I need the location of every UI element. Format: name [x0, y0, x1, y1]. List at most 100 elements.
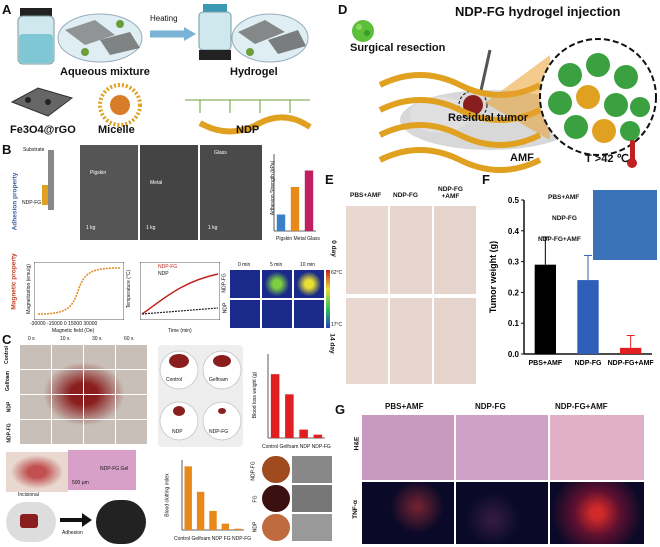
blood-xlabels: Control Gelfoam NDP NDP-FG — [262, 444, 331, 450]
bar — [577, 280, 599, 354]
scale-500: 500 μm — [72, 480, 89, 486]
hne-ndpfgamf — [550, 415, 644, 480]
thermal-ndp-0 — [230, 300, 260, 328]
thermal-row-ndp: NDP — [222, 302, 229, 314]
row-ndpfg: NDP-FG — [6, 423, 13, 443]
y-tick-label: 0.5 — [508, 196, 520, 205]
incisional-photo — [6, 452, 68, 492]
hemostasis-circles — [159, 350, 242, 441]
adhesion-property-label: Adhesion property — [11, 172, 19, 231]
bar — [290, 187, 300, 231]
substrate-label: Substrate — [23, 147, 45, 153]
e-col-ndpfg-amf: NDP-FG +AMF — [438, 186, 463, 200]
adhesion-xlabels: Pigskin Metal Glass — [276, 236, 320, 242]
surgical-label: Surgical resection — [350, 42, 446, 54]
thermal-ndp-10 — [294, 300, 324, 328]
aqueous-label: Aqueous mixture — [60, 66, 150, 78]
photo-gelfoam: Gelfoam — [209, 377, 228, 383]
sem-clot-1 — [262, 456, 290, 483]
photo-ndp: NDP — [172, 429, 183, 435]
thermal-ndpfg-10 — [294, 270, 324, 298]
gel-histology — [68, 450, 136, 490]
micelle-label: Micelle — [98, 124, 135, 136]
panel-label-c: C — [2, 332, 12, 347]
metal-photo — [140, 145, 198, 240]
clot-xlabels: Control Gelfoam NDP FG NDP-FG — [174, 536, 252, 542]
glass-label: Glass — [214, 150, 227, 156]
hydrogel-label: Hydrogel — [230, 66, 278, 78]
fe3o4-sheet-icon — [10, 87, 74, 117]
bar — [534, 264, 556, 354]
y-tick-label: 0.2 — [508, 288, 520, 297]
sem-row-ndpfg: NDP-FG — [250, 461, 257, 481]
panel-label-f: F — [482, 172, 490, 187]
clot-ylabel: Blood clotting index — [164, 473, 171, 517]
mouse-pbs-0day — [346, 206, 388, 294]
tumor-ball-icon — [352, 20, 374, 42]
ndpfg-label-b: NDP-FG — [22, 200, 42, 206]
amf-label: AMF — [510, 152, 534, 164]
pigskin-label: Pigskin — [90, 170, 107, 176]
temperature-threshold: T >42 ℃ — [585, 153, 629, 165]
sheets-illustration-1 — [57, 13, 143, 63]
photo-ndpfg: NDP-FG — [209, 429, 229, 435]
inset-ndpfg: NDP-FG — [552, 215, 577, 222]
gel-label: NDP-FG Gel — [100, 466, 129, 472]
thermal-10min: 10 min — [300, 262, 316, 268]
bar — [184, 466, 192, 530]
x-tick-label: NDP-FG — [575, 360, 602, 367]
thermal-row-ndpfg: NDP-FG — [221, 273, 228, 293]
bar — [620, 347, 642, 354]
thermal-colorbar — [326, 270, 330, 328]
mouse-pbs-14day — [346, 298, 388, 384]
time-0s: 0 s — [28, 336, 35, 342]
tnf-ndpfg — [456, 482, 548, 544]
temp-ylabel: Temperature (°C) — [126, 269, 133, 309]
tumor-weight-chart: 0.0 0.1 0.2 0.3 0.4 0.5 Tumor weight (g) PBS+AM… — [488, 196, 655, 367]
micelle-icon — [98, 83, 142, 127]
y-tick-label: 0.1 — [508, 319, 520, 328]
sem-row-ndp: NDP — [252, 521, 259, 533]
vial-aqueous — [17, 8, 55, 65]
bar — [299, 429, 308, 438]
hne-ndpfg — [456, 415, 548, 480]
injection-title: NDP-FG hydrogel injection — [455, 4, 621, 19]
g-row-tnf: TNF-α — [351, 500, 359, 519]
bar — [234, 528, 242, 530]
vial-hydrogel — [198, 4, 232, 60]
ndp-label: NDP — [236, 124, 260, 136]
x-tick-label: NDP-FG+AMF — [608, 360, 655, 367]
glass-photo — [200, 145, 262, 240]
metal-weight: 1 kg — [146, 225, 156, 231]
time-60s: 60 s — [124, 336, 134, 342]
inset-ndpfg-amf: NDP-FG+AMF — [538, 236, 581, 243]
time-30s: 30 s — [92, 336, 102, 342]
fe3o4-label: Fe3O4@rGO — [10, 124, 76, 136]
magnetic-property-label: Magnetic property — [10, 253, 18, 310]
y-axis-label: Tumor weight (g) — [488, 241, 498, 313]
mouse-ndpfg-0day — [390, 206, 432, 294]
thermal-max: 62°C — [331, 270, 343, 276]
bar — [270, 374, 280, 438]
bar — [304, 170, 314, 231]
thermal-min: 17°C — [331, 322, 343, 328]
adhesion-ylabel: Adhesion Strength (kPa) — [270, 160, 277, 216]
blood-clotting-chart — [181, 460, 244, 531]
residual-label: Residual tumor — [448, 112, 529, 124]
panel-label-d: D — [338, 2, 348, 17]
panel-label-a: A — [2, 2, 12, 17]
mouse-ndpfgamf-0day — [434, 206, 476, 294]
time-10s: 10 s — [60, 336, 70, 342]
blood-loss-chart — [267, 354, 325, 439]
g-row-hne: H&E — [353, 436, 361, 451]
y-tick-label: 0.0 — [508, 350, 520, 359]
bar — [276, 214, 286, 231]
tnf-pbs — [362, 482, 454, 544]
legend-ndpfg: NDP-FG — [158, 264, 178, 270]
row-ndp: NDP — [6, 401, 13, 413]
thermal-ndp-5 — [262, 300, 292, 328]
thermal-0min: 0 min — [238, 262, 251, 268]
bar — [196, 491, 205, 530]
panel-label-b: B — [2, 142, 12, 157]
substrate-diagram — [42, 150, 54, 210]
